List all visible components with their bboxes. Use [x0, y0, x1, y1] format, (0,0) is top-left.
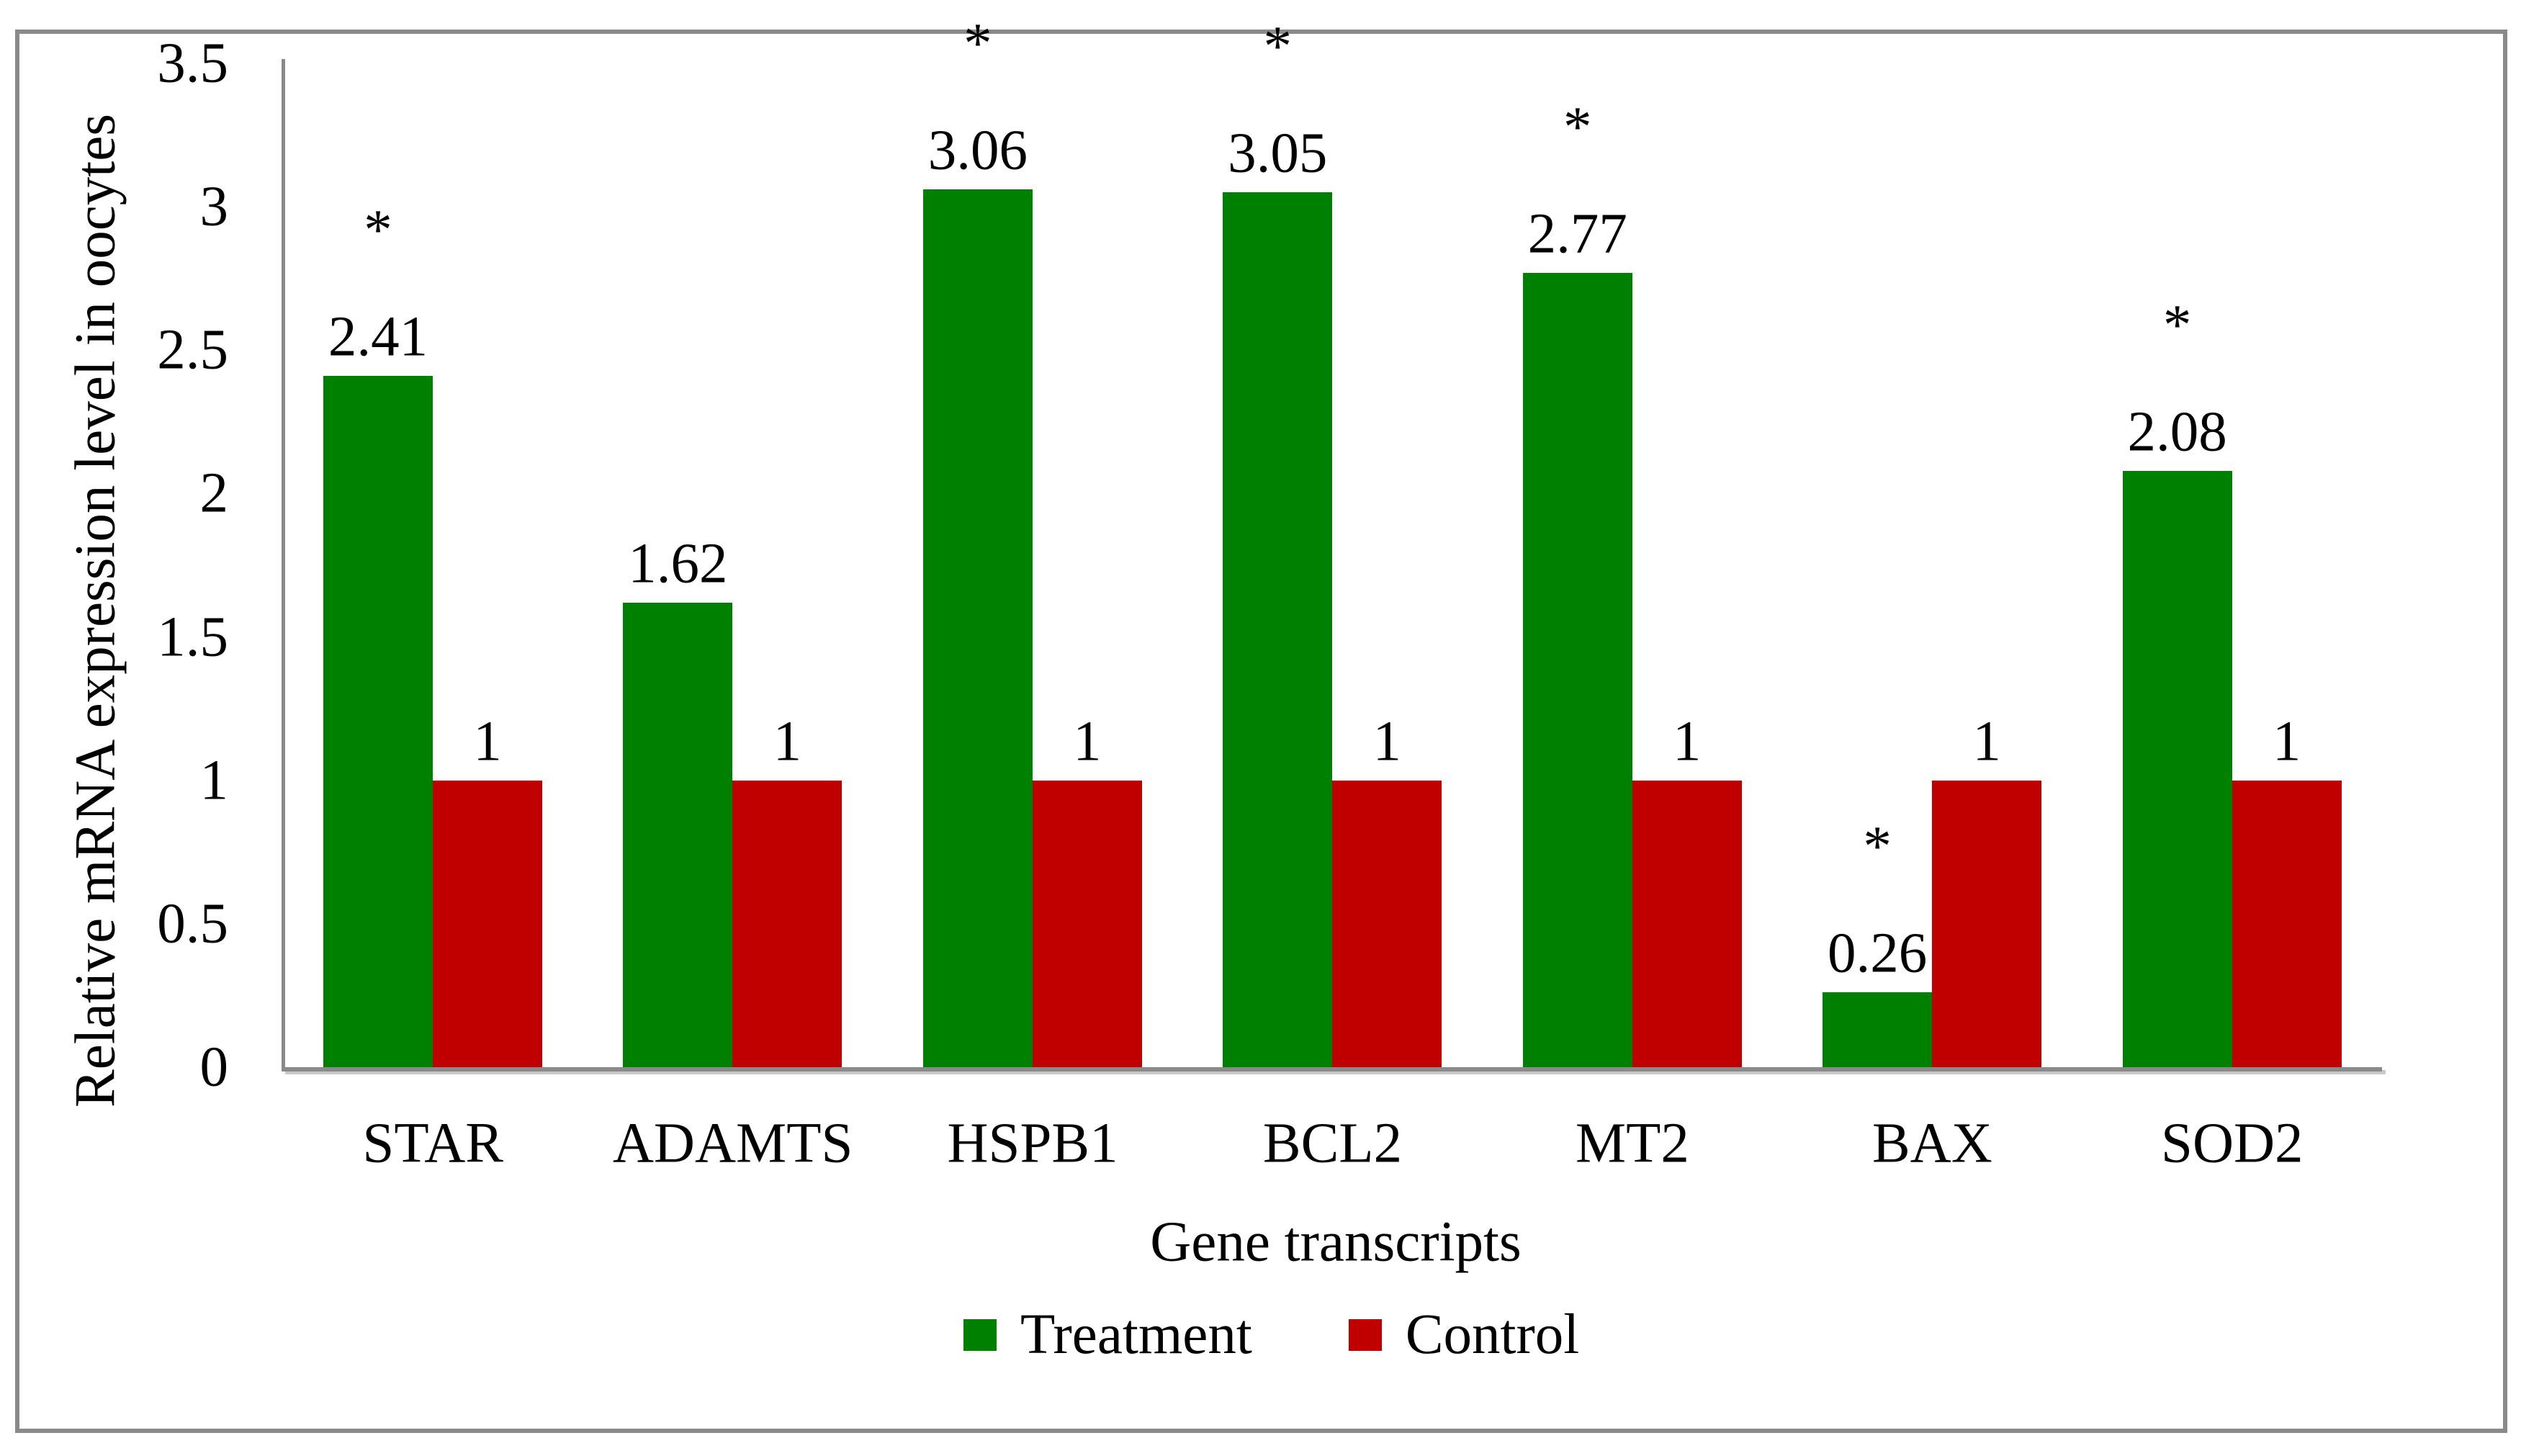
x-axis-line: [282, 1067, 2382, 1071]
figure-border-frame: [15, 30, 2507, 1433]
value-label-treatment-SOD2: 2.08: [2127, 400, 2227, 464]
bar-treatment-MT2: [1522, 272, 1632, 1067]
category-label-STAR: STAR: [362, 1112, 504, 1175]
value-label-control-STAR: 1: [473, 710, 502, 773]
significance-asterisk-MT2: *: [1563, 96, 1592, 159]
significance-asterisk-SOD2: *: [2162, 294, 2192, 357]
category-label-BAX: BAX: [1871, 1112, 1992, 1175]
value-label-control-BAX: 1: [1972, 710, 2001, 773]
y-tick-label: 1: [199, 749, 229, 812]
value-label-treatment-HSPB1: 3.06: [927, 119, 1028, 182]
category-label-MT2: MT2: [1575, 1112, 1689, 1175]
significance-asterisk-HSPB1: *: [963, 12, 992, 76]
bar-control-BAX: [1932, 780, 2042, 1067]
x-axis-title: Gene transcripts: [1150, 1210, 1522, 1274]
bar-control-MT2: [1632, 780, 1742, 1067]
y-tick-label: 3.5: [157, 32, 228, 95]
legend-label-treatment: Treatment: [1020, 1303, 1252, 1366]
bar-control-STAR: [433, 780, 542, 1067]
y-tick-label: 0: [199, 1035, 229, 1099]
category-label-HSPB1: HSPB1: [947, 1112, 1118, 1175]
bar-treatment-BAX: [1823, 992, 1933, 1067]
value-label-treatment-MT2: 2.77: [1527, 202, 1627, 266]
legend-swatch-control: [1348, 1318, 1382, 1351]
bar-control-ADAMTS: [732, 780, 842, 1067]
bar-treatment-ADAMTS: [623, 602, 733, 1067]
value-label-control-ADAMTS: 1: [773, 710, 802, 773]
value-label-control-MT2: 1: [1672, 710, 1702, 773]
bar-control-HSPB1: [1032, 780, 1142, 1067]
value-label-treatment-ADAMTS: 1.62: [628, 532, 728, 596]
value-label-control-BCL2: 1: [1372, 710, 1402, 773]
y-axis-line: [282, 59, 285, 1070]
bar-treatment-STAR: [323, 376, 433, 1067]
bar-control-SOD2: [2232, 780, 2342, 1067]
legend-item-control: Control: [1348, 1303, 1580, 1366]
value-label-control-HSPB1: 1: [1073, 710, 1102, 773]
bar-treatment-SOD2: [2122, 470, 2232, 1067]
value-label-treatment-STAR: 2.41: [328, 305, 428, 369]
value-label-control-SOD2: 1: [2272, 710, 2301, 773]
y-tick-label: 0.5: [157, 892, 228, 956]
value-label-treatment-BCL2: 3.05: [1228, 122, 1328, 185]
legend: Treatment Control: [963, 1306, 1579, 1363]
category-label-ADAMTS: ADAMTS: [612, 1112, 853, 1175]
y-axis-title: Relative mRNA expression level in oocyte…: [64, 113, 127, 1108]
bar-treatment-BCL2: [1223, 192, 1333, 1067]
category-label-BCL2: BCL2: [1262, 1112, 1403, 1175]
significance-asterisk-STAR: *: [364, 199, 392, 262]
legend-swatch-treatment: [963, 1318, 997, 1351]
y-tick-label: 2.5: [157, 318, 228, 382]
bar-control-BCL2: [1332, 780, 1442, 1067]
significance-asterisk-BCL2: *: [1263, 15, 1293, 78]
legend-label-control: Control: [1405, 1303, 1580, 1366]
category-label-SOD2: SOD2: [2161, 1112, 2304, 1175]
significance-asterisk-BAX: *: [1863, 815, 1892, 878]
bar-treatment-HSPB1: [922, 189, 1033, 1067]
y-tick-label: 2: [199, 462, 229, 525]
y-tick-label: 3: [199, 175, 229, 238]
y-tick-label: 1.5: [157, 606, 228, 669]
value-label-treatment-BAX: 0.26: [1828, 922, 1928, 985]
legend-item-treatment: Treatment: [963, 1306, 1252, 1363]
